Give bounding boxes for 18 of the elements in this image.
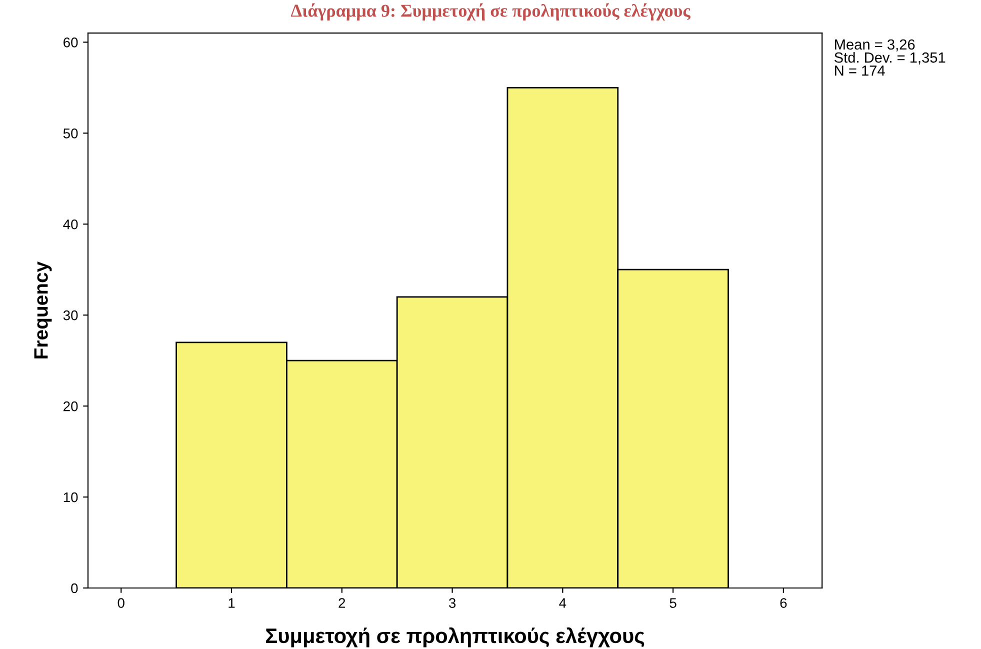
x-tick-label: 6: [780, 598, 787, 608]
y-tick-label: 50: [63, 128, 78, 138]
y-tick-label: 40: [63, 219, 78, 230]
chart-title: Διάγραμμα 9: Συμμετοχή σε προληπτικούς ελέγχους: [290, 3, 690, 21]
x-tick-label: 3: [448, 598, 456, 608]
x-tick-label: 5: [670, 598, 676, 608]
x-tick-label: 4: [559, 598, 566, 608]
y-tick-label: 0: [71, 583, 78, 594]
y-tick-label: 60: [64, 38, 78, 48]
x-tick-label: 1: [228, 598, 235, 608]
y-tick-label: 20: [64, 401, 78, 412]
x-axis-title: Συμμετοχή σε προληπτικούς ελέγχους: [266, 627, 644, 648]
x-tick-label: 0: [118, 598, 124, 608]
y-tick-label: 10: [64, 492, 78, 502]
text: Mean = 3,26 Std. Dev. = 1,351 N = 174: [834, 39, 946, 76]
x-tick-label: 2: [338, 598, 346, 608]
y-tick-label: 30: [63, 310, 78, 320]
y-axis-title: Frequency: [34, 261, 52, 358]
